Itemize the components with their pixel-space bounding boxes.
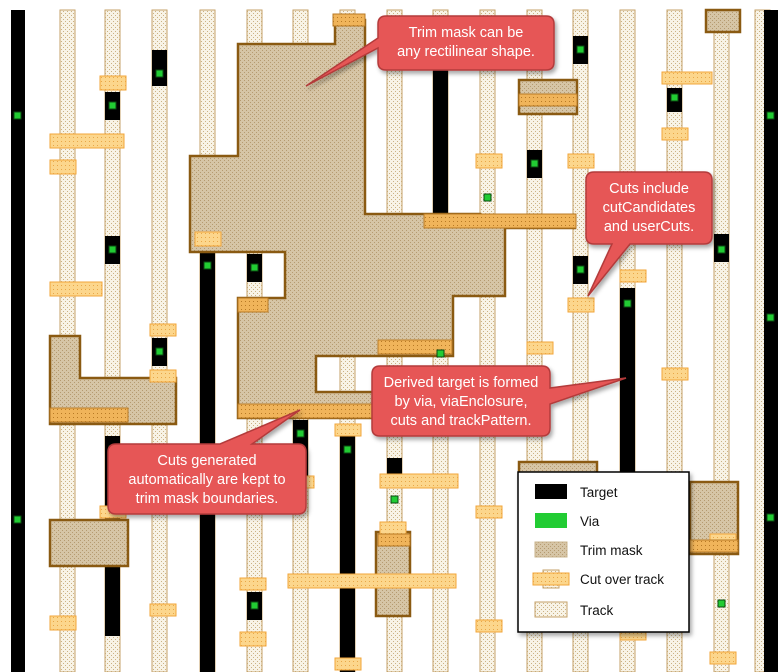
trim-mask-large — [188, 18, 577, 420]
legend-label-cut-over-track: Cut over track — [580, 572, 664, 587]
callout-derived-line-2: by via, viaEnclosure, — [395, 394, 528, 410]
legend-item-trim-mask: Trim mask — [534, 541, 643, 558]
legend-swatch-trim-mask — [534, 541, 568, 558]
legend-swatch-target — [535, 484, 567, 499]
legend-item-via: Via — [535, 513, 600, 529]
legend: Target Via Trim mask Cut over track Trac… — [517, 471, 690, 633]
legend-label-target: Target — [580, 485, 618, 500]
legend-swatch-cut — [532, 572, 570, 586]
trim-mask-corner — [704, 8, 742, 34]
svg-text:automatically are kept to: automatically are kept to — [128, 472, 285, 488]
svg-text:Cuts generated: Cuts generated — [157, 453, 256, 469]
svg-text:Derived target is formed: Derived target is formed — [384, 375, 539, 391]
svg-text:cutCandidates: cutCandidates — [603, 200, 696, 216]
callout-cuts-include-line-1: Cuts include — [609, 181, 689, 197]
svg-text:Cuts include: Cuts include — [609, 181, 689, 197]
callout-cuts-include-line-2: cutCandidates — [603, 200, 696, 216]
svg-text:cuts and trackPattern.: cuts and trackPattern. — [390, 413, 531, 429]
callout-generated-line-1: Cuts generated — [157, 453, 256, 469]
callout-cuts-include: Cuts include cutCandidates and userCuts. — [585, 171, 713, 297]
trim-mask-bottom-left — [48, 518, 130, 568]
callout-cuts-include-line-3: and userCuts. — [604, 219, 694, 235]
svg-text:trim mask boundaries.: trim mask boundaries. — [136, 491, 279, 507]
cut-trim-layer — [49, 13, 739, 553]
callout-generated-line-3: trim mask boundaries. — [136, 491, 279, 507]
callout-generated-line-2: automatically are kept to — [128, 472, 285, 488]
callout-derived-line-1: Derived target is formed — [384, 375, 539, 391]
svg-text:Trim mask can be: Trim mask can be — [409, 25, 524, 41]
legend-swatch-via — [535, 513, 567, 528]
svg-text:and userCuts.: and userCuts. — [604, 219, 694, 235]
legend-item-track: Track — [534, 601, 613, 618]
callout-cuts-generated: Cuts generated automatically are kept to… — [107, 409, 307, 515]
callout-derived-target: Derived target is formed by via, viaEncl… — [371, 365, 627, 437]
svg-text:any rectilinear shape.: any rectilinear shape. — [397, 44, 535, 60]
legend-label-trim-mask: Trim mask — [580, 543, 643, 558]
svg-text:by via, viaEnclosure,: by via, viaEnclosure, — [395, 394, 528, 410]
legend-label-track: Track — [580, 603, 613, 618]
legend-swatch-track — [534, 601, 568, 618]
callout-trim-line-1: Trim mask can be — [409, 25, 524, 41]
legend-label-via: Via — [580, 514, 600, 529]
callout-derived-line-3: cuts and trackPattern. — [390, 413, 531, 429]
legend-item-cut-over-track: Cut over track — [532, 569, 664, 589]
callout-trim-mask-shape: Trim mask can be any rectilinear shape. — [305, 15, 555, 87]
callout-trim-line-2: any rectilinear shape. — [397, 44, 535, 60]
legend-item-target: Target — [535, 484, 618, 500]
